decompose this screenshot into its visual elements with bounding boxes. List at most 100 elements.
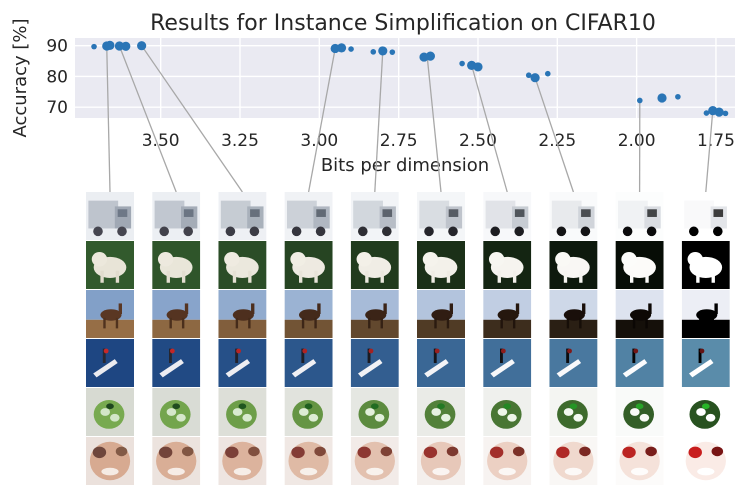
thumbnail-content (615, 192, 664, 240)
thumb-ground (681, 319, 730, 338)
airplane-wing (632, 348, 636, 363)
truck-body (485, 200, 516, 229)
data-point (105, 40, 115, 50)
frog-spot (242, 413, 252, 422)
thumbnail-frog (350, 388, 399, 436)
thumbnail-truck (152, 192, 201, 240)
frog-spot (232, 408, 243, 416)
thumbnail-cat (152, 437, 201, 485)
thumb-ground (615, 319, 664, 338)
cat-ear (357, 446, 371, 459)
thumbnail-content (549, 290, 598, 338)
frog-spot (573, 413, 583, 422)
deer-body (563, 309, 585, 321)
cat-chin (366, 467, 384, 476)
truck-wheel (291, 226, 302, 237)
thumbnail-airplane (681, 339, 730, 387)
cat-ear (622, 446, 636, 459)
cat-ear (92, 446, 107, 459)
deer-leg (579, 317, 582, 329)
deer-body (497, 309, 519, 321)
data-point (473, 62, 483, 72)
thumbnail-content (152, 388, 201, 436)
cat-chin (630, 467, 649, 476)
thumbnail-content (483, 339, 532, 387)
dog-leg (380, 270, 384, 283)
dog-leg (512, 270, 517, 283)
x-tick-label: 2.75 (380, 131, 418, 151)
frog-spot (639, 413, 650, 422)
thumbnail-cat (417, 437, 465, 485)
thumbnail-content (218, 339, 267, 387)
thumbnail-frog (152, 388, 201, 436)
truck-body (684, 200, 714, 229)
thumbnail-content (350, 192, 399, 240)
thumb-ground (152, 319, 201, 338)
airplane-body (490, 359, 515, 378)
thumbnail-content (681, 241, 730, 289)
frog-spot (172, 403, 181, 410)
callout-line (426, 56, 442, 193)
truck-body (220, 200, 251, 229)
truck-wheel (424, 226, 434, 237)
frog-spot (441, 413, 451, 422)
deer-neck (184, 303, 189, 314)
thumbnail-frog (218, 388, 267, 436)
cat-chin (432, 467, 450, 476)
thumbnail-content (284, 290, 333, 338)
thumbnail-airplane (152, 339, 201, 387)
thumbnail-airplane (615, 339, 664, 387)
truck-wheel (315, 226, 326, 237)
dog-leg (232, 270, 237, 283)
thumbnail-airplane (549, 339, 598, 387)
thumbnail-content (284, 192, 333, 240)
airplane-wing (367, 348, 371, 363)
truck-wheel (117, 226, 127, 237)
thumbnail-content (417, 290, 465, 338)
cat-ear (489, 446, 504, 459)
frog-spot (696, 408, 706, 416)
thumbnail-content (681, 339, 730, 387)
x-tick-label: 2.50 (459, 131, 497, 151)
thumbnail-deer (218, 290, 267, 338)
data-point (722, 110, 729, 117)
frog-body (689, 400, 721, 429)
y-tick-labels: 70 80 90 (46, 37, 68, 119)
cat-ear (579, 446, 591, 457)
x-tick-labels: 3.50 3.25 3.00 2.75 2.50 2.25 2.00 1.75 (142, 131, 735, 151)
airplane-body (225, 359, 251, 378)
dog-leg (563, 270, 568, 283)
thumbnail-frog (417, 388, 465, 436)
thumbnail-dog (284, 241, 333, 289)
cat-chin (233, 467, 252, 476)
truck-window (514, 209, 525, 217)
thumbnail-dog (152, 241, 201, 289)
x-tick-label: 2.00 (618, 131, 656, 151)
truck-wheel (358, 226, 368, 237)
thumbnail-deer (152, 290, 201, 338)
thumbnail-content (152, 241, 201, 289)
thumbnail-dog (218, 241, 267, 289)
thumbnail-content (284, 437, 333, 485)
truck-wheel (689, 226, 699, 237)
data-point (714, 107, 724, 117)
truck-wheel (514, 226, 524, 237)
thumbnail-dog (615, 241, 664, 289)
dog-head (224, 252, 240, 267)
thumbnail-content (350, 241, 399, 289)
thumbnail-content (152, 437, 201, 485)
thumbnail-truck (284, 192, 333, 240)
thumbnail-dog (681, 241, 730, 289)
frog-spot (166, 408, 177, 416)
data-point (530, 73, 540, 83)
thumbnail-content (218, 241, 267, 289)
callout-lines (106, 45, 714, 193)
thumbnail-content (284, 388, 333, 436)
truck-body (88, 200, 119, 229)
deer-body (630, 309, 652, 321)
thumbnail-content (350, 339, 399, 387)
truck-body (419, 200, 450, 229)
airplane-wing (102, 348, 106, 363)
thumbnail-content (615, 437, 664, 485)
